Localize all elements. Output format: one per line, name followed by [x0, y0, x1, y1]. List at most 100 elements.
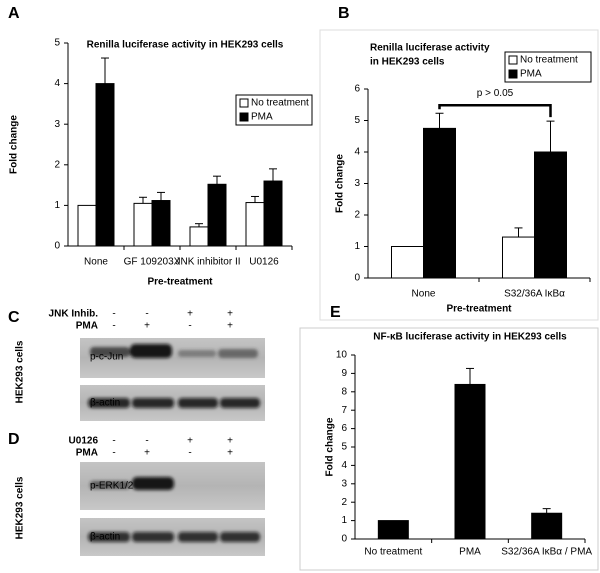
bar [151, 200, 171, 247]
y-tick-label: 8 [341, 386, 347, 397]
bar [531, 512, 563, 540]
condition-label: PMA [76, 321, 98, 332]
blot-d-image [80, 462, 265, 556]
condition-sign: + [227, 436, 233, 447]
error-bar [101, 57, 109, 84]
y-tick-label: 4 [354, 147, 360, 158]
condition-sign: - [112, 321, 115, 332]
error-bar [157, 191, 165, 201]
y-tick-label: 7 [341, 405, 347, 416]
condition-sign: + [144, 321, 150, 332]
error-bar [466, 367, 474, 385]
y-tick-label: 0 [354, 273, 360, 284]
bar [377, 520, 409, 540]
condition-label: U0126 [69, 436, 99, 447]
y-axis-label: Fold change [325, 417, 336, 476]
bar [207, 183, 227, 247]
y-axis-label: Fold change [9, 115, 20, 174]
panel-frame [299, 327, 599, 571]
y-tick-label: 1 [354, 241, 360, 252]
condition-label: PMA [76, 448, 98, 459]
condition-sign: - [112, 309, 115, 320]
condition-label: JNK Inhib. [49, 309, 99, 320]
legend-label: No treatment [251, 98, 309, 109]
panel-letter: D [8, 431, 20, 448]
band-label: β-actin [90, 532, 120, 543]
x-tick-label: S32/36A IκBα [504, 289, 565, 300]
y-tick-label: 5 [354, 115, 360, 126]
panel-frame [319, 29, 599, 321]
y-tick-label: 3 [341, 478, 347, 489]
y-tick-label: 4 [54, 78, 60, 89]
bar [391, 246, 424, 279]
condition-sign: - [188, 448, 191, 459]
x-tick-label: GF 109203X [124, 257, 181, 268]
y-tick-label: 0 [341, 534, 347, 545]
legend-swatch [508, 55, 518, 65]
y-tick-label: 5 [341, 442, 347, 453]
legend-box [235, 94, 313, 126]
bar [77, 204, 97, 247]
error-bar [542, 508, 551, 514]
chart-title: in HEK293 cells [370, 57, 445, 68]
y-tick-label: 3 [354, 178, 360, 189]
condition-sign: + [227, 448, 233, 459]
x-tick-label: U0126 [249, 257, 279, 268]
x-tick-label: None [84, 257, 108, 268]
condition-sign: - [145, 436, 148, 447]
legend-box [504, 51, 592, 83]
x-tick-label: No treatment [364, 547, 422, 558]
condition-sign: + [187, 309, 193, 320]
bar [189, 226, 209, 247]
condition-sign: - [112, 448, 115, 459]
y-tick-label: 2 [341, 497, 347, 508]
y-tick-label: 6 [341, 423, 347, 434]
y-tick-label: 4 [341, 460, 347, 471]
blot-side-label: HEK293 cells [15, 476, 26, 539]
y-tick-label: 1 [341, 515, 347, 526]
bar [534, 151, 567, 279]
panel-letter: C [8, 309, 20, 326]
x-tick-label: S32/36A IκBα / PMA [501, 547, 592, 558]
legend-label: No treatment [520, 55, 578, 66]
error-bar [251, 195, 259, 203]
legend-swatch [239, 112, 249, 122]
error-bar [514, 227, 523, 238]
bar [95, 83, 115, 247]
legend-swatch [239, 98, 249, 108]
x-tick-label: None [412, 289, 436, 300]
band-label: p-c-Jun [90, 352, 123, 363]
y-tick-label: 0 [54, 241, 60, 252]
error-bar [213, 175, 221, 185]
y-tick-label: 2 [354, 210, 360, 221]
y-tick-label: 3 [54, 119, 60, 130]
x-tick-label: JNK inhibitor II [175, 257, 240, 268]
bar [423, 127, 456, 279]
y-tick-label: 10 [336, 350, 348, 361]
x-axis-label: Pre-treatment [147, 277, 213, 288]
x-tick-label: PMA [459, 547, 481, 558]
panel-letter: B [338, 5, 350, 22]
condition-sign: + [144, 448, 150, 459]
significance-bracket [438, 104, 552, 118]
bar [502, 236, 535, 279]
y-tick-label: 1 [54, 200, 60, 211]
panel-letter: E [330, 304, 341, 321]
bar [245, 202, 265, 247]
bar [454, 383, 486, 540]
legend-label: PMA [251, 112, 273, 123]
error-bar [546, 120, 555, 152]
y-tick-label: 9 [341, 368, 347, 379]
y-axis-label: Fold change [335, 154, 346, 213]
bar [263, 180, 283, 247]
error-bar [269, 168, 277, 182]
blot-c-image [80, 338, 265, 421]
chart-title: NF-κB luciferase activity in HEK293 cell… [373, 332, 567, 343]
chart-title: Renilla luciferase activity in HEK293 ce… [87, 40, 284, 51]
condition-sign: - [145, 309, 148, 320]
error-bar [435, 112, 444, 129]
y-tick-label: 5 [54, 38, 60, 49]
condition-sign: + [227, 309, 233, 320]
error-bar [195, 223, 203, 227]
annotation: p > 0.05 [477, 88, 514, 99]
